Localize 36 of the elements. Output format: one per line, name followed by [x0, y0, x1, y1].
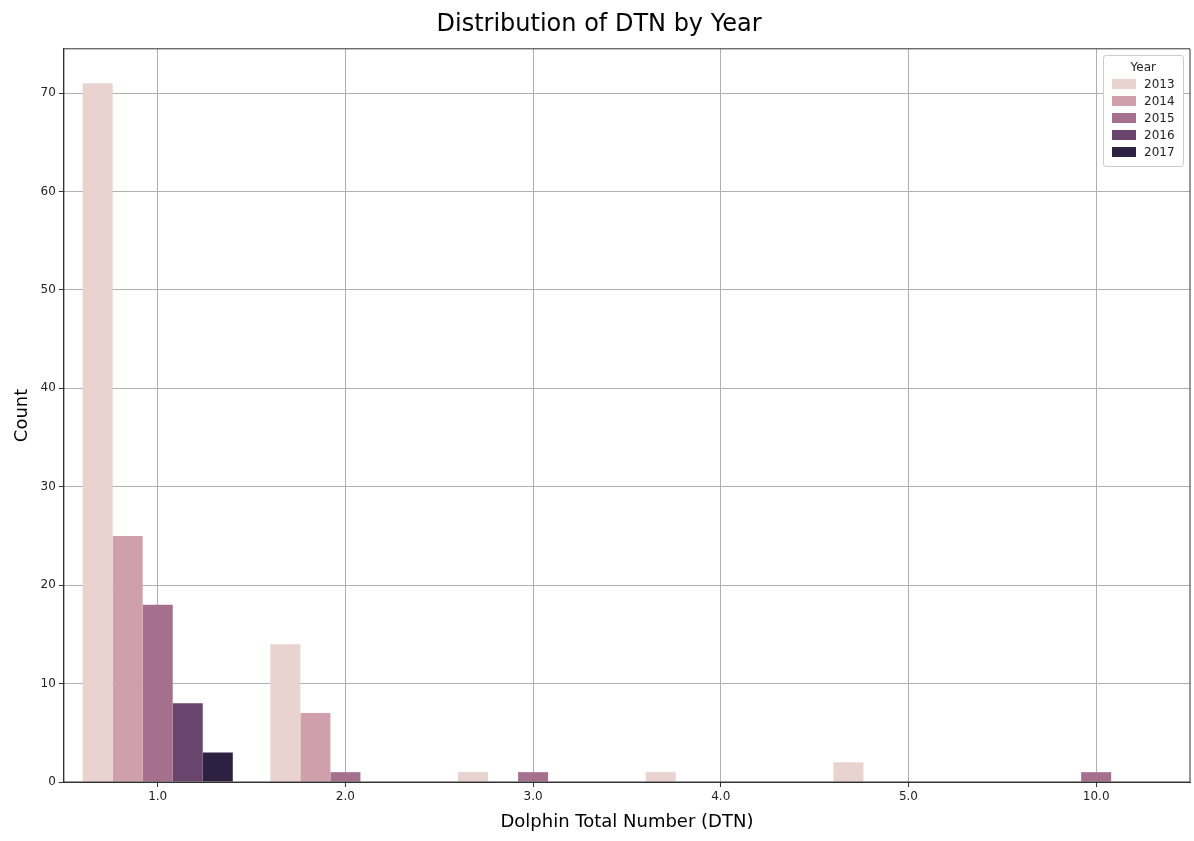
x-tick-label: 2.0	[335, 789, 355, 804]
x-tick-label: 1.0	[148, 789, 168, 804]
legend-label: 2013	[1144, 76, 1175, 91]
bar	[330, 772, 361, 782]
bar	[112, 535, 143, 782]
y-tick-label: 50	[40, 282, 56, 297]
legend-label: 2014	[1144, 93, 1175, 108]
y-tick-label: 40	[40, 380, 56, 395]
x-tick-label: 3.0	[523, 789, 543, 804]
chart-title: Distribution of DTN by Year	[436, 8, 762, 37]
y-tick-label: 60	[40, 183, 56, 198]
bar	[172, 703, 203, 782]
bar	[518, 772, 549, 782]
x-tick-label: 5.0	[898, 789, 919, 804]
bar	[300, 713, 331, 782]
bar	[82, 83, 113, 782]
legend-label: 2017	[1144, 144, 1175, 159]
legend-label: 2016	[1144, 127, 1175, 142]
y-tick-label: 70	[40, 85, 56, 100]
bar	[202, 752, 233, 782]
y-tick-label: 20	[40, 577, 56, 592]
y-tick-label: 0	[48, 774, 56, 789]
bar	[142, 604, 173, 782]
x-axis-title: Dolphin Total Number (DTN)	[500, 809, 754, 831]
bar	[645, 772, 676, 782]
bar	[270, 644, 301, 782]
legend-label: 2015	[1144, 110, 1175, 125]
x-tick-label: 10.0	[1082, 789, 1110, 804]
y-tick-label: 30	[40, 478, 56, 493]
bar	[1081, 772, 1112, 782]
bar	[458, 772, 489, 782]
y-tick-label: 10	[40, 675, 56, 690]
y-axis-title: Count	[10, 388, 32, 443]
bar	[833, 762, 864, 782]
x-tick-label: 4.0	[711, 789, 731, 804]
legend-title: Year	[1129, 59, 1157, 74]
